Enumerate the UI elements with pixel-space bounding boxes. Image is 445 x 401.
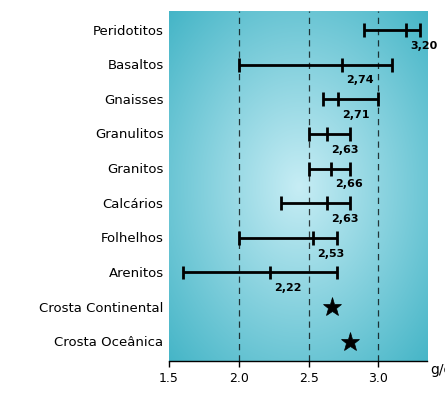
Text: Granulitos: Granulitos: [95, 128, 163, 141]
Text: Basaltos: Basaltos: [107, 59, 163, 72]
Text: 2,22: 2,22: [274, 282, 301, 292]
Text: Peridotitos: Peridotitos: [93, 24, 163, 38]
Text: 2,74: 2,74: [346, 75, 374, 85]
Text: 2,63: 2,63: [331, 213, 358, 223]
Text: Crosta Continental: Crosta Continental: [39, 301, 163, 314]
Text: g/cm³: g/cm³: [430, 363, 445, 377]
Text: Folhelhos: Folhelhos: [101, 232, 163, 245]
Text: Granitos: Granitos: [107, 163, 163, 176]
Text: 3,20: 3,20: [410, 41, 438, 51]
Text: 2,66: 2,66: [335, 179, 363, 189]
Text: 2,53: 2,53: [317, 248, 344, 258]
Text: Calcários: Calcários: [103, 197, 163, 210]
Text: Arenitos: Arenitos: [109, 266, 163, 279]
Text: 2,63: 2,63: [331, 144, 358, 154]
Text: Crosta Oceânica: Crosta Oceânica: [54, 335, 163, 348]
Text: Gnaisses: Gnaisses: [104, 93, 163, 107]
Text: 2,71: 2,71: [342, 110, 370, 120]
